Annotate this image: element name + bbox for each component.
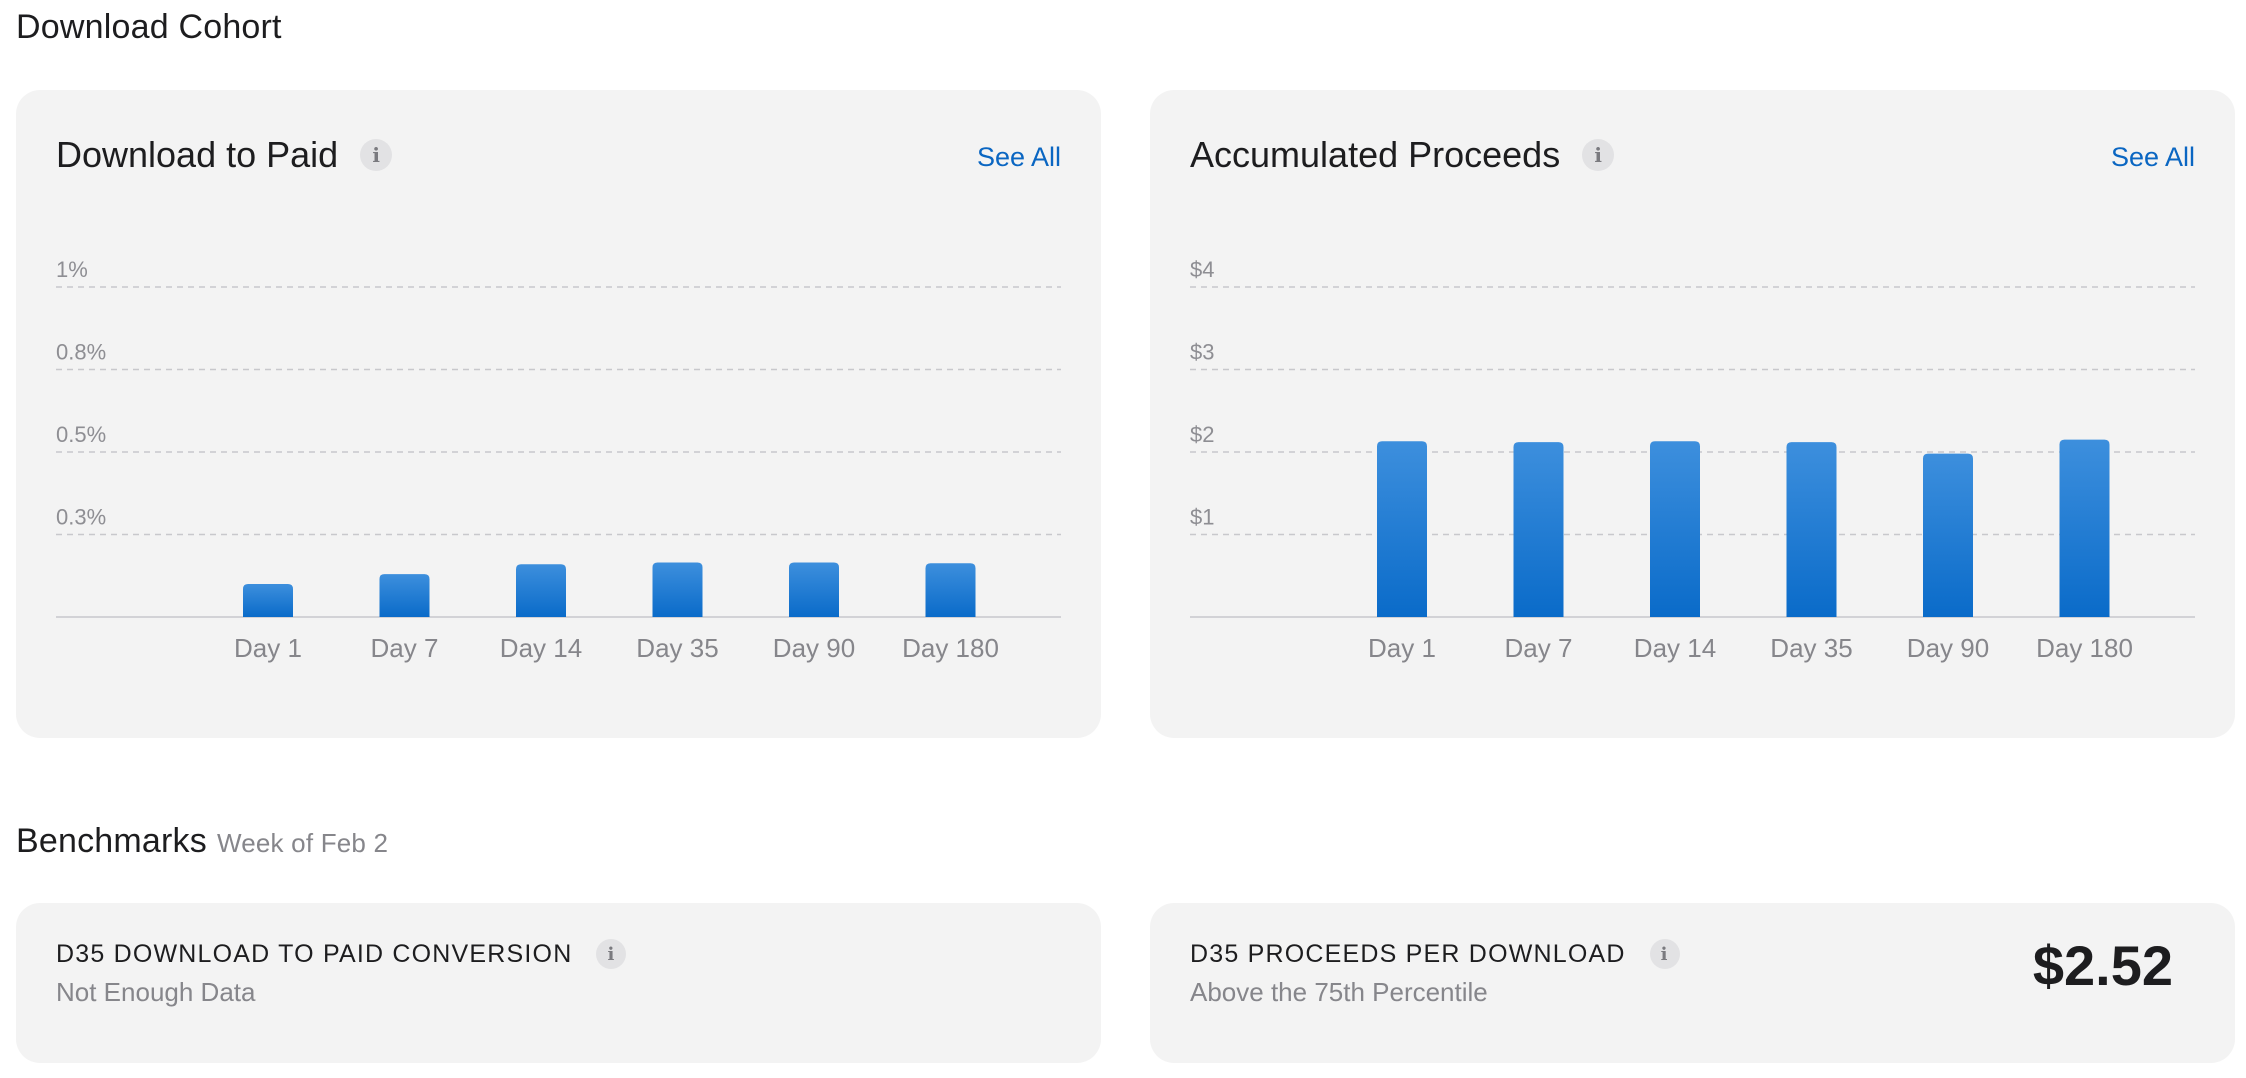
x-tick-label: Day 180 bbox=[2036, 633, 2133, 663]
benchmarks-subtitle: Week of Feb 2 bbox=[216, 828, 389, 858]
y-tick-label: $4 bbox=[1190, 257, 1214, 282]
x-tick-label: Day 35 bbox=[1770, 633, 1852, 663]
bar-day-90[interactable] bbox=[789, 562, 839, 617]
bar-day-1[interactable] bbox=[243, 584, 293, 617]
bar-day-7[interactable] bbox=[1513, 442, 1564, 617]
benchmark-label: D35 PROCEEDS PER DOWNLOAD i bbox=[1190, 939, 1680, 969]
y-tick-label: 0.5% bbox=[56, 422, 106, 447]
y-tick-label: 1% bbox=[56, 257, 88, 282]
x-tick-label: Day 1 bbox=[1368, 633, 1436, 663]
card-title-text: Download to Paid bbox=[56, 134, 339, 175]
x-tick-label: Day 7 bbox=[371, 633, 439, 663]
x-tick-label: Day 14 bbox=[1634, 633, 1716, 663]
bar-day-1[interactable] bbox=[1377, 441, 1427, 617]
benchmark-label-text: D35 DOWNLOAD TO PAID CONVERSION bbox=[56, 939, 573, 968]
card-title-text: Accumulated Proceeds bbox=[1190, 134, 1561, 175]
bar-day-90[interactable] bbox=[1923, 453, 1973, 617]
benchmark-label: D35 DOWNLOAD TO PAID CONVERSION i bbox=[56, 939, 627, 969]
card-title-download-to-paid: Download to Paid i bbox=[56, 134, 393, 176]
download-to-paid-card: Download to Paid i See All 0.3% 0.5% 0.8% 1… bbox=[16, 90, 1101, 738]
benchmarks-title-text: Benchmarks bbox=[16, 822, 207, 860]
x-tick-label: Day 35 bbox=[636, 633, 718, 663]
bar-day-14[interactable] bbox=[1650, 441, 1700, 617]
see-all-link[interactable]: See All bbox=[2110, 142, 2195, 172]
y-tick-label: $2 bbox=[1190, 422, 1214, 447]
info-icon[interactable]: i bbox=[360, 139, 393, 171]
benchmark-label-text: D35 PROCEEDS PER DOWNLOAD bbox=[1190, 939, 1626, 968]
info-icon[interactable]: i bbox=[1649, 939, 1680, 969]
x-tick-label: Day 1 bbox=[234, 633, 302, 663]
info-icon[interactable]: i bbox=[1582, 139, 1615, 171]
section-title-download-cohort: Download Cohort bbox=[16, 8, 282, 46]
info-icon[interactable]: i bbox=[596, 939, 627, 969]
benchmark-status: Above the 75th Percentile bbox=[1190, 977, 1488, 1007]
y-tick-label: 0.3% bbox=[56, 505, 106, 530]
x-tick-label: Day 90 bbox=[773, 633, 855, 663]
x-tick-label: Day 7 bbox=[1505, 633, 1573, 663]
card-title-accumulated-proceeds: Accumulated Proceeds i bbox=[1190, 134, 1615, 176]
y-tick-label: $1 bbox=[1190, 505, 1214, 530]
bar-day-14[interactable] bbox=[516, 564, 566, 617]
y-tick-label: 0.8% bbox=[56, 340, 106, 365]
download-to-paid-chart: 0.3% 0.5% 0.8% 1% Day 1 Day 7 Day 14 Day 35 Day … bbox=[56, 257, 1061, 663]
x-tick-label: Day 14 bbox=[500, 633, 582, 663]
benchmark-value: $2.52 bbox=[2032, 934, 2173, 997]
accumulated-proceeds-chart: $1 $2 $3 $4 Day 1 Day 7 Day 14 Day 35 Day 90 Day … bbox=[1190, 257, 2195, 663]
section-title-benchmarks: Benchmarks Week of Feb 2 bbox=[16, 822, 388, 861]
bar-day-180[interactable] bbox=[925, 563, 976, 617]
bar-day-7[interactable] bbox=[379, 574, 430, 617]
accumulated-proceeds-card: Accumulated Proceeds i See All $1 $2 $3 $4 D… bbox=[1150, 90, 2235, 738]
bar-day-180[interactable] bbox=[2059, 439, 2110, 617]
benchmark-conversion-card: D35 DOWNLOAD TO PAID CONVERSION i Not En… bbox=[16, 903, 1101, 1063]
benchmark-proceeds-card: D35 PROCEEDS PER DOWNLOAD i Above the 75… bbox=[1150, 903, 2235, 1063]
bar-day-35[interactable] bbox=[652, 562, 703, 617]
bar-day-35[interactable] bbox=[1786, 442, 1837, 617]
benchmark-status: Not Enough Data bbox=[56, 977, 256, 1007]
y-tick-label: $3 bbox=[1190, 340, 1214, 365]
x-tick-label: Day 90 bbox=[1907, 633, 1989, 663]
see-all-link[interactable]: See All bbox=[976, 142, 1061, 172]
x-tick-label: Day 180 bbox=[902, 633, 999, 663]
